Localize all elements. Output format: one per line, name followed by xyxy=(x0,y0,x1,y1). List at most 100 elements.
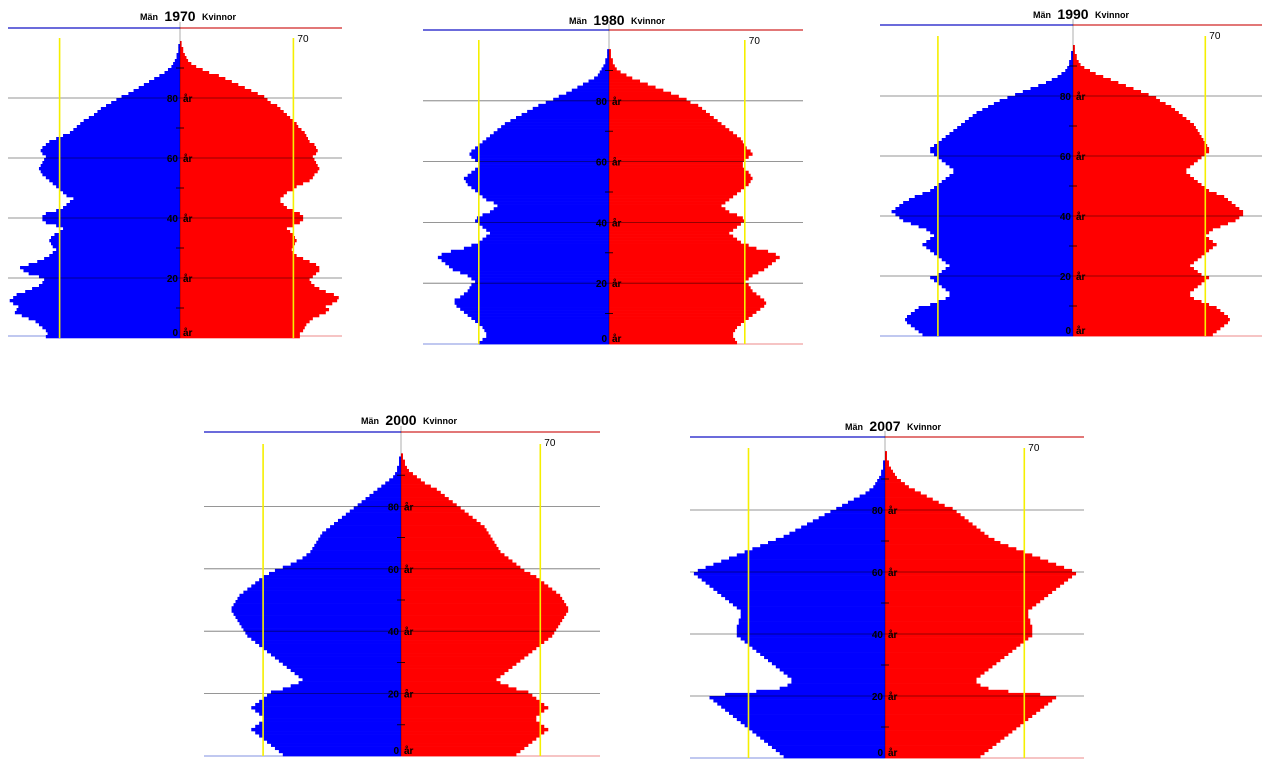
bar-men-age-28 xyxy=(437,255,609,260)
bar-women-age-29 xyxy=(1073,246,1213,250)
bar-women-age-97 xyxy=(885,454,887,458)
bar-women-age-85 xyxy=(401,487,437,492)
bar-men-age-21 xyxy=(941,270,1073,274)
age-unit-20: år xyxy=(1076,271,1086,283)
bar-men-age-33 xyxy=(760,652,885,656)
bar-men-age-80 xyxy=(836,506,885,511)
bar-men-age-6 xyxy=(259,734,401,738)
bar-women-age-69 xyxy=(609,131,734,135)
bar-men-age-90 xyxy=(395,472,401,476)
bar-women-age-27 xyxy=(1073,252,1206,256)
bar-women-age-7 xyxy=(609,319,745,324)
bar-women-age-66 xyxy=(1073,135,1202,139)
bar-men-age-51 xyxy=(725,596,885,601)
bar-men-age-91 xyxy=(1069,60,1073,64)
legend-women-label: Kvinnor xyxy=(423,416,457,426)
bar-men-age-71 xyxy=(501,125,609,129)
bar-men-age-38 xyxy=(247,634,401,638)
bar-men-age-65 xyxy=(49,140,180,144)
bar-men-age-46 xyxy=(740,612,885,616)
bar-men-age-80 xyxy=(357,503,401,507)
bar-men-age-96 xyxy=(178,47,180,51)
bar-men-age-96 xyxy=(607,49,609,53)
bar-women-age-24 xyxy=(1073,261,1194,265)
bar-women-age-19 xyxy=(609,283,749,287)
bar-men-age-30 xyxy=(771,661,885,666)
age-unit-80: år xyxy=(888,505,898,517)
bar-men-age-85 xyxy=(582,82,609,86)
bar-men-age-56 xyxy=(949,165,1073,169)
bar-women-age-35 xyxy=(885,646,1017,650)
legend-men-label: Män xyxy=(361,416,379,426)
bar-men-age-61 xyxy=(290,562,401,566)
bar-men-age-88 xyxy=(164,71,180,75)
bar-men-age-14 xyxy=(729,711,885,715)
bar-men-age-42 xyxy=(895,207,1073,211)
bar-women-age-91 xyxy=(401,468,409,473)
bar-women-age-85 xyxy=(885,491,921,495)
bar-women-age-59 xyxy=(885,572,1077,576)
bar-men-age-95 xyxy=(883,460,885,464)
bar-women-age-59 xyxy=(1073,156,1202,160)
bar-women-age-13 xyxy=(401,712,541,716)
bar-men-age-88 xyxy=(875,482,885,486)
bar-women-age-10 xyxy=(609,310,757,314)
bar-women-age-17 xyxy=(180,284,315,288)
bar-men-age-77 xyxy=(818,516,885,520)
bar-women-age-85 xyxy=(609,82,648,86)
bar-women-age-15 xyxy=(609,295,761,299)
bar-women-age-39 xyxy=(180,218,304,222)
bar-women-age-53 xyxy=(885,590,1053,594)
bar-men-age-33 xyxy=(267,649,401,654)
bar-men-age-19 xyxy=(44,278,181,282)
bar-women-age-6 xyxy=(885,736,1005,740)
bar-women-age-1 xyxy=(180,332,300,336)
bar-women-age-71 xyxy=(885,534,989,539)
bar-men-age-0 xyxy=(478,340,609,345)
bar-men-age-31 xyxy=(51,242,180,246)
bar-women-age-13 xyxy=(885,714,1033,718)
bar-men-age-82 xyxy=(566,91,609,96)
bar-men-age-13 xyxy=(454,301,609,305)
bar-men-age-29 xyxy=(441,252,609,257)
bar-men-age-65 xyxy=(736,553,885,557)
bar-women-age-45 xyxy=(885,615,1029,619)
bar-women-age-23 xyxy=(1073,264,1191,268)
bar-women-age-3 xyxy=(1073,324,1225,328)
bar-women-age-70 xyxy=(1073,123,1194,127)
bar-women-age-88 xyxy=(885,482,905,486)
bar-women-age-76 xyxy=(609,109,706,114)
bar-women-age-89 xyxy=(401,475,417,479)
bar-men-age-1 xyxy=(47,332,181,336)
bar-men-age-21 xyxy=(282,687,401,691)
bar-women-age-86 xyxy=(180,77,226,81)
bar-men-age-7 xyxy=(21,314,181,318)
bar-women-age-19 xyxy=(1073,276,1210,280)
bar-men-age-83 xyxy=(138,86,180,90)
bar-men-age-9 xyxy=(255,724,401,729)
bar-men-age-32 xyxy=(270,653,401,657)
bar-women-age-92 xyxy=(609,61,613,65)
year-title: 1980 xyxy=(593,12,624,28)
bar-men-age-6 xyxy=(478,322,609,327)
bar-men-age-62 xyxy=(469,152,609,156)
bar-women-age-29 xyxy=(401,662,517,666)
bar-women-age-48 xyxy=(180,191,287,195)
bar-women-age-50 xyxy=(180,185,297,189)
bar-men-age-81 xyxy=(361,500,401,504)
bar-women-age-44 xyxy=(180,203,284,207)
bar-men-age-8 xyxy=(251,727,401,732)
bar-men-age-44 xyxy=(903,201,1073,205)
bar-men-age-37 xyxy=(251,637,401,641)
bar-women-age-4 xyxy=(885,742,997,746)
bar-women-age-75 xyxy=(180,110,284,114)
bar-women-age-19 xyxy=(180,278,310,282)
bar-men-age-39 xyxy=(899,216,1073,220)
bar-men-age-3 xyxy=(270,743,401,747)
ref-label: 70 xyxy=(749,36,761,47)
bar-men-age-44 xyxy=(493,207,609,211)
bar-women-age-62 xyxy=(1073,147,1210,151)
bar-women-age-47 xyxy=(609,198,730,202)
age-label-80: 80 xyxy=(167,94,179,105)
bar-women-age-17 xyxy=(1073,282,1202,286)
